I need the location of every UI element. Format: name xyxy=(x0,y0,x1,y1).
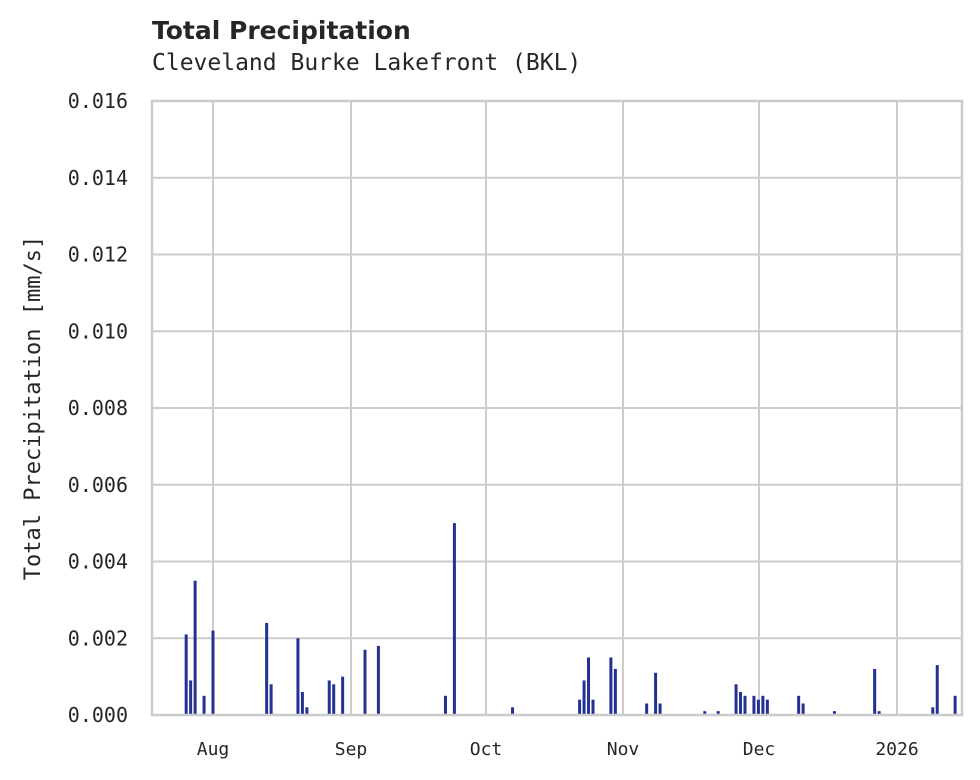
precip-bar xyxy=(703,711,707,715)
precip-bar xyxy=(797,695,801,715)
precip-bar xyxy=(743,695,747,715)
precip-bar xyxy=(739,691,743,715)
precip-bar xyxy=(645,703,649,715)
x-tick-label: Oct xyxy=(470,739,503,760)
precip-bar xyxy=(613,668,617,715)
y-tick-label: 0.004 xyxy=(68,550,128,574)
precip-bar xyxy=(327,680,331,715)
y-tick-label: 0.016 xyxy=(68,89,128,113)
precip-bar xyxy=(184,634,188,715)
y-tick-label: 0.010 xyxy=(68,319,128,343)
precip-bar xyxy=(654,672,658,715)
precip-bar xyxy=(658,703,662,715)
y-axis-label: Total Precipitation [mm/s] xyxy=(21,236,46,580)
y-tick-label: 0.008 xyxy=(68,396,128,420)
precip-bar xyxy=(877,711,881,715)
precip-bar xyxy=(269,684,273,715)
precip-bar xyxy=(716,711,720,715)
precip-bar xyxy=(296,638,300,715)
precip-bar xyxy=(801,703,805,715)
gridlines xyxy=(152,100,962,716)
x-tick-label: 2026 xyxy=(875,739,918,760)
precip-bar xyxy=(193,580,197,715)
y-axis-ticks: 0.000 0.002 0.004 0.006 0.008 0.010 0.012 0.014… xyxy=(68,89,128,727)
precip-bar xyxy=(873,668,877,715)
precip-bar xyxy=(582,680,586,715)
precip-bar xyxy=(341,676,345,715)
x-axis-ticks: Aug Sep Oct Nov Dec 2026 xyxy=(197,739,919,760)
chart-title: Total Precipitation xyxy=(152,16,411,45)
precip-bar xyxy=(591,699,595,715)
precip-bar xyxy=(300,691,304,715)
y-tick-label: 0.014 xyxy=(68,166,128,190)
precip-bar xyxy=(189,680,193,715)
precip-bar xyxy=(587,657,591,715)
x-tick-label: Dec xyxy=(743,739,776,760)
y-tick-label: 0.002 xyxy=(68,626,128,650)
precip-bar xyxy=(578,699,582,715)
precip-bar xyxy=(265,622,269,715)
precip-bar xyxy=(363,649,367,715)
precip-bar xyxy=(832,711,836,715)
precip-bar xyxy=(376,645,380,715)
precip-bar xyxy=(756,699,760,715)
precip-bar xyxy=(305,707,309,715)
precip-bar xyxy=(734,684,738,715)
x-tick-label: Nov xyxy=(607,739,640,760)
precip-bar xyxy=(511,707,515,715)
precip-bar xyxy=(931,707,935,715)
y-tick-label: 0.000 xyxy=(68,703,128,727)
data-series xyxy=(184,523,957,715)
precip-bar xyxy=(452,523,456,715)
precip-bar xyxy=(953,695,957,715)
y-tick-label: 0.006 xyxy=(68,473,128,497)
precip-bar xyxy=(761,695,765,715)
precip-bar xyxy=(202,695,206,715)
y-tick-label: 0.012 xyxy=(68,243,128,267)
precip-bar xyxy=(935,665,939,715)
x-tick-label: Sep xyxy=(335,739,368,760)
precip-bar xyxy=(211,630,215,715)
precip-bar xyxy=(443,695,447,715)
chart-subtitle: Cleveland Burke Lakefront (BKL) xyxy=(152,50,582,76)
plot-frame xyxy=(150,99,964,717)
precip-bar xyxy=(752,695,756,715)
precip-bar xyxy=(765,699,769,715)
precip-bar xyxy=(609,657,613,715)
x-tick-label: Aug xyxy=(197,739,230,760)
precip-bar xyxy=(332,684,336,715)
